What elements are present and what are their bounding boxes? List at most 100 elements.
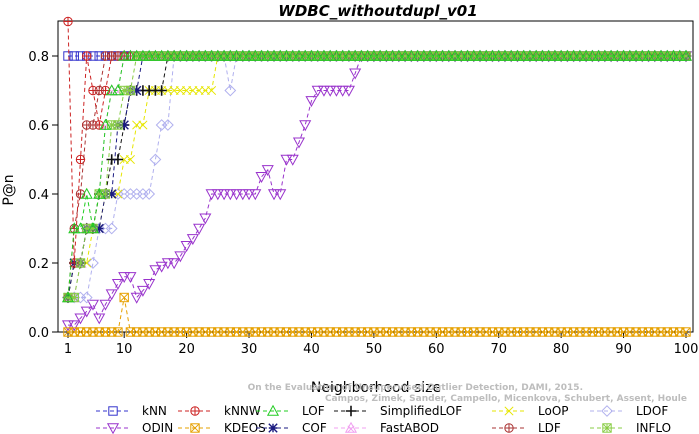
data-point-odin xyxy=(224,189,237,201)
data-point-lof xyxy=(286,49,299,61)
data-point-lof xyxy=(305,49,318,61)
x-tick-label: 40 xyxy=(303,342,320,357)
data-point-lof xyxy=(330,49,343,61)
data-point-lof xyxy=(480,49,493,61)
series-line-cof xyxy=(67,55,686,298)
legend-marker-lof xyxy=(266,404,280,416)
data-point-lof xyxy=(261,49,274,61)
data-point-lof xyxy=(517,49,530,61)
data-point-lof xyxy=(417,49,430,61)
data-point-lof xyxy=(324,49,337,61)
data-point-kdeos xyxy=(119,292,129,303)
legend-label-kdeos: KDEOS xyxy=(224,421,266,434)
legend-label-fastabod: FastABOD xyxy=(380,421,439,434)
legend: kNN ODIN kNNW KDEOS LOF COF SimplifiedLOF FastA… xyxy=(96,404,671,434)
legend-label-inflo: INFLO xyxy=(636,421,671,434)
data-point-lof xyxy=(630,49,643,61)
data-point-lof xyxy=(342,49,355,61)
series-line-simplifiedlof xyxy=(67,55,686,298)
data-point-lof xyxy=(211,49,224,61)
data-point-knnw xyxy=(82,51,92,61)
data-point-simplifiedlof xyxy=(156,85,167,96)
legend-marker-inflo xyxy=(602,423,612,433)
data-point-lof xyxy=(317,49,330,61)
data-point-odin xyxy=(311,85,324,97)
data-point-lof xyxy=(555,49,568,61)
data-point-lof xyxy=(648,49,661,61)
data-point-odin xyxy=(161,258,174,270)
data-point-lof xyxy=(299,49,312,61)
data-point-lof xyxy=(473,49,487,61)
data-point-lof xyxy=(467,49,480,61)
chart-title: WDBC_withoutdupl_v01 xyxy=(278,2,477,20)
data-point-lof xyxy=(199,49,212,61)
data-point-lof xyxy=(349,49,362,61)
data-point-lof xyxy=(118,49,131,61)
legend-label-cof: COF xyxy=(302,421,327,434)
data-point-lof xyxy=(180,49,193,61)
data-point-odin xyxy=(211,189,224,201)
data-point-lof xyxy=(367,49,380,61)
data-point-lof xyxy=(105,84,118,96)
data-point-odin xyxy=(280,154,293,166)
data-point-lof xyxy=(617,49,630,61)
data-point-odin xyxy=(174,251,187,263)
legend-marker-knn xyxy=(108,406,118,416)
data-point-cof xyxy=(107,189,117,199)
data-point-lof xyxy=(161,49,174,61)
data-point-lof xyxy=(230,49,243,61)
legend-label-lof: LOF xyxy=(302,404,325,418)
x-tick-label: 100 xyxy=(674,342,699,357)
series-line-fastabod xyxy=(68,55,686,298)
data-point-lof xyxy=(405,49,418,61)
y-tick-label: 0.2 xyxy=(28,257,49,272)
data-point-lof xyxy=(442,49,455,61)
plot-frame xyxy=(57,20,694,333)
data-point-lof xyxy=(498,49,512,61)
data-point-odin xyxy=(74,313,87,325)
data-point-lof xyxy=(436,49,449,61)
data-point-ldof xyxy=(143,188,156,200)
data-point-lof xyxy=(667,49,680,61)
data-point-lof xyxy=(193,49,206,61)
legend-marker-fastabod xyxy=(344,421,358,433)
data-point-lof xyxy=(336,49,349,61)
series-line-loop xyxy=(67,55,686,298)
data-point-odin xyxy=(136,285,149,297)
legend-label-ldof: LDOF xyxy=(636,404,668,418)
data-point-lof xyxy=(448,49,462,61)
y-tick-label: 0.8 xyxy=(28,50,49,65)
data-point-lof xyxy=(374,49,387,61)
legend-label-simplifiedlof: SimplifiedLOF xyxy=(380,404,462,418)
data-point-odin xyxy=(186,234,199,246)
legend-marker-kdeos xyxy=(190,423,200,433)
data-point-lof xyxy=(611,49,624,61)
data-point-odin xyxy=(124,272,137,284)
data-point-odin xyxy=(155,261,168,273)
data-point-odin xyxy=(61,320,75,332)
legend-marker-ldf xyxy=(504,423,514,433)
data-point-odin xyxy=(111,279,124,290)
data-point-odin xyxy=(193,223,206,235)
data-point-lof xyxy=(205,49,218,61)
data-point-lof xyxy=(74,222,87,234)
data-point-odin xyxy=(218,189,231,201)
data-point-ldof xyxy=(105,222,118,235)
data-point-odin xyxy=(336,85,349,97)
data-point-odin xyxy=(267,189,281,201)
data-point-odin xyxy=(149,265,162,277)
data-point-odin xyxy=(286,154,299,166)
data-point-lof xyxy=(143,49,156,61)
data-point-lof xyxy=(93,187,106,199)
data-point-ldf xyxy=(94,85,104,96)
data-point-odin xyxy=(324,85,337,97)
data-point-odin xyxy=(130,292,143,304)
data-point-kdeos xyxy=(113,327,123,337)
data-point-ldof xyxy=(87,257,99,269)
data-point-lof xyxy=(661,49,674,61)
x-tick-label: 10 xyxy=(116,342,133,357)
data-point-lof xyxy=(523,49,536,61)
data-point-inflo xyxy=(75,258,86,268)
credit-line-2: On the Evaluation of Unsupervised Outlie… xyxy=(248,383,583,393)
legend-marker-ldof xyxy=(601,405,613,417)
